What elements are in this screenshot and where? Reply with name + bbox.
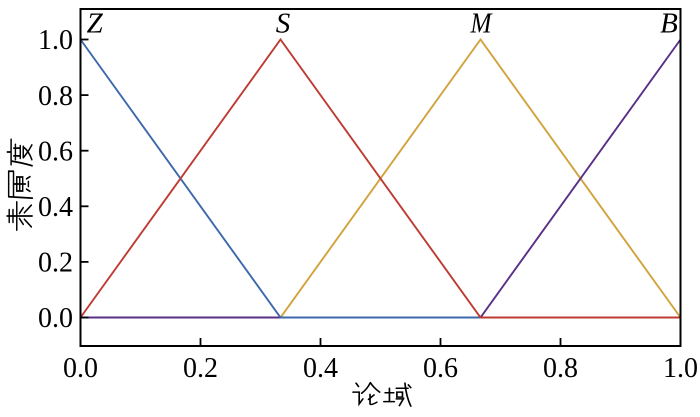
svg-text:0.6: 0.6 — [423, 353, 458, 384]
svg-text:0.2: 0.2 — [38, 248, 73, 279]
svg-text:0.8: 0.8 — [543, 353, 578, 384]
svg-text:0.8: 0.8 — [38, 81, 73, 112]
svg-text:0.2: 0.2 — [183, 353, 218, 384]
svg-text:1.0: 1.0 — [38, 25, 73, 56]
svg-text:S: S — [276, 7, 291, 39]
svg-text:0.0: 0.0 — [63, 353, 98, 384]
svg-text:1.0: 1.0 — [663, 353, 698, 384]
svg-text:Z: Z — [87, 7, 104, 39]
svg-text:0.4: 0.4 — [38, 192, 73, 223]
svg-text:0.6: 0.6 — [38, 136, 73, 167]
svg-text:M: M — [470, 7, 493, 39]
svg-text:0.4: 0.4 — [303, 353, 338, 384]
svg-text:B: B — [660, 7, 678, 39]
svg-text:0.0: 0.0 — [38, 303, 73, 334]
